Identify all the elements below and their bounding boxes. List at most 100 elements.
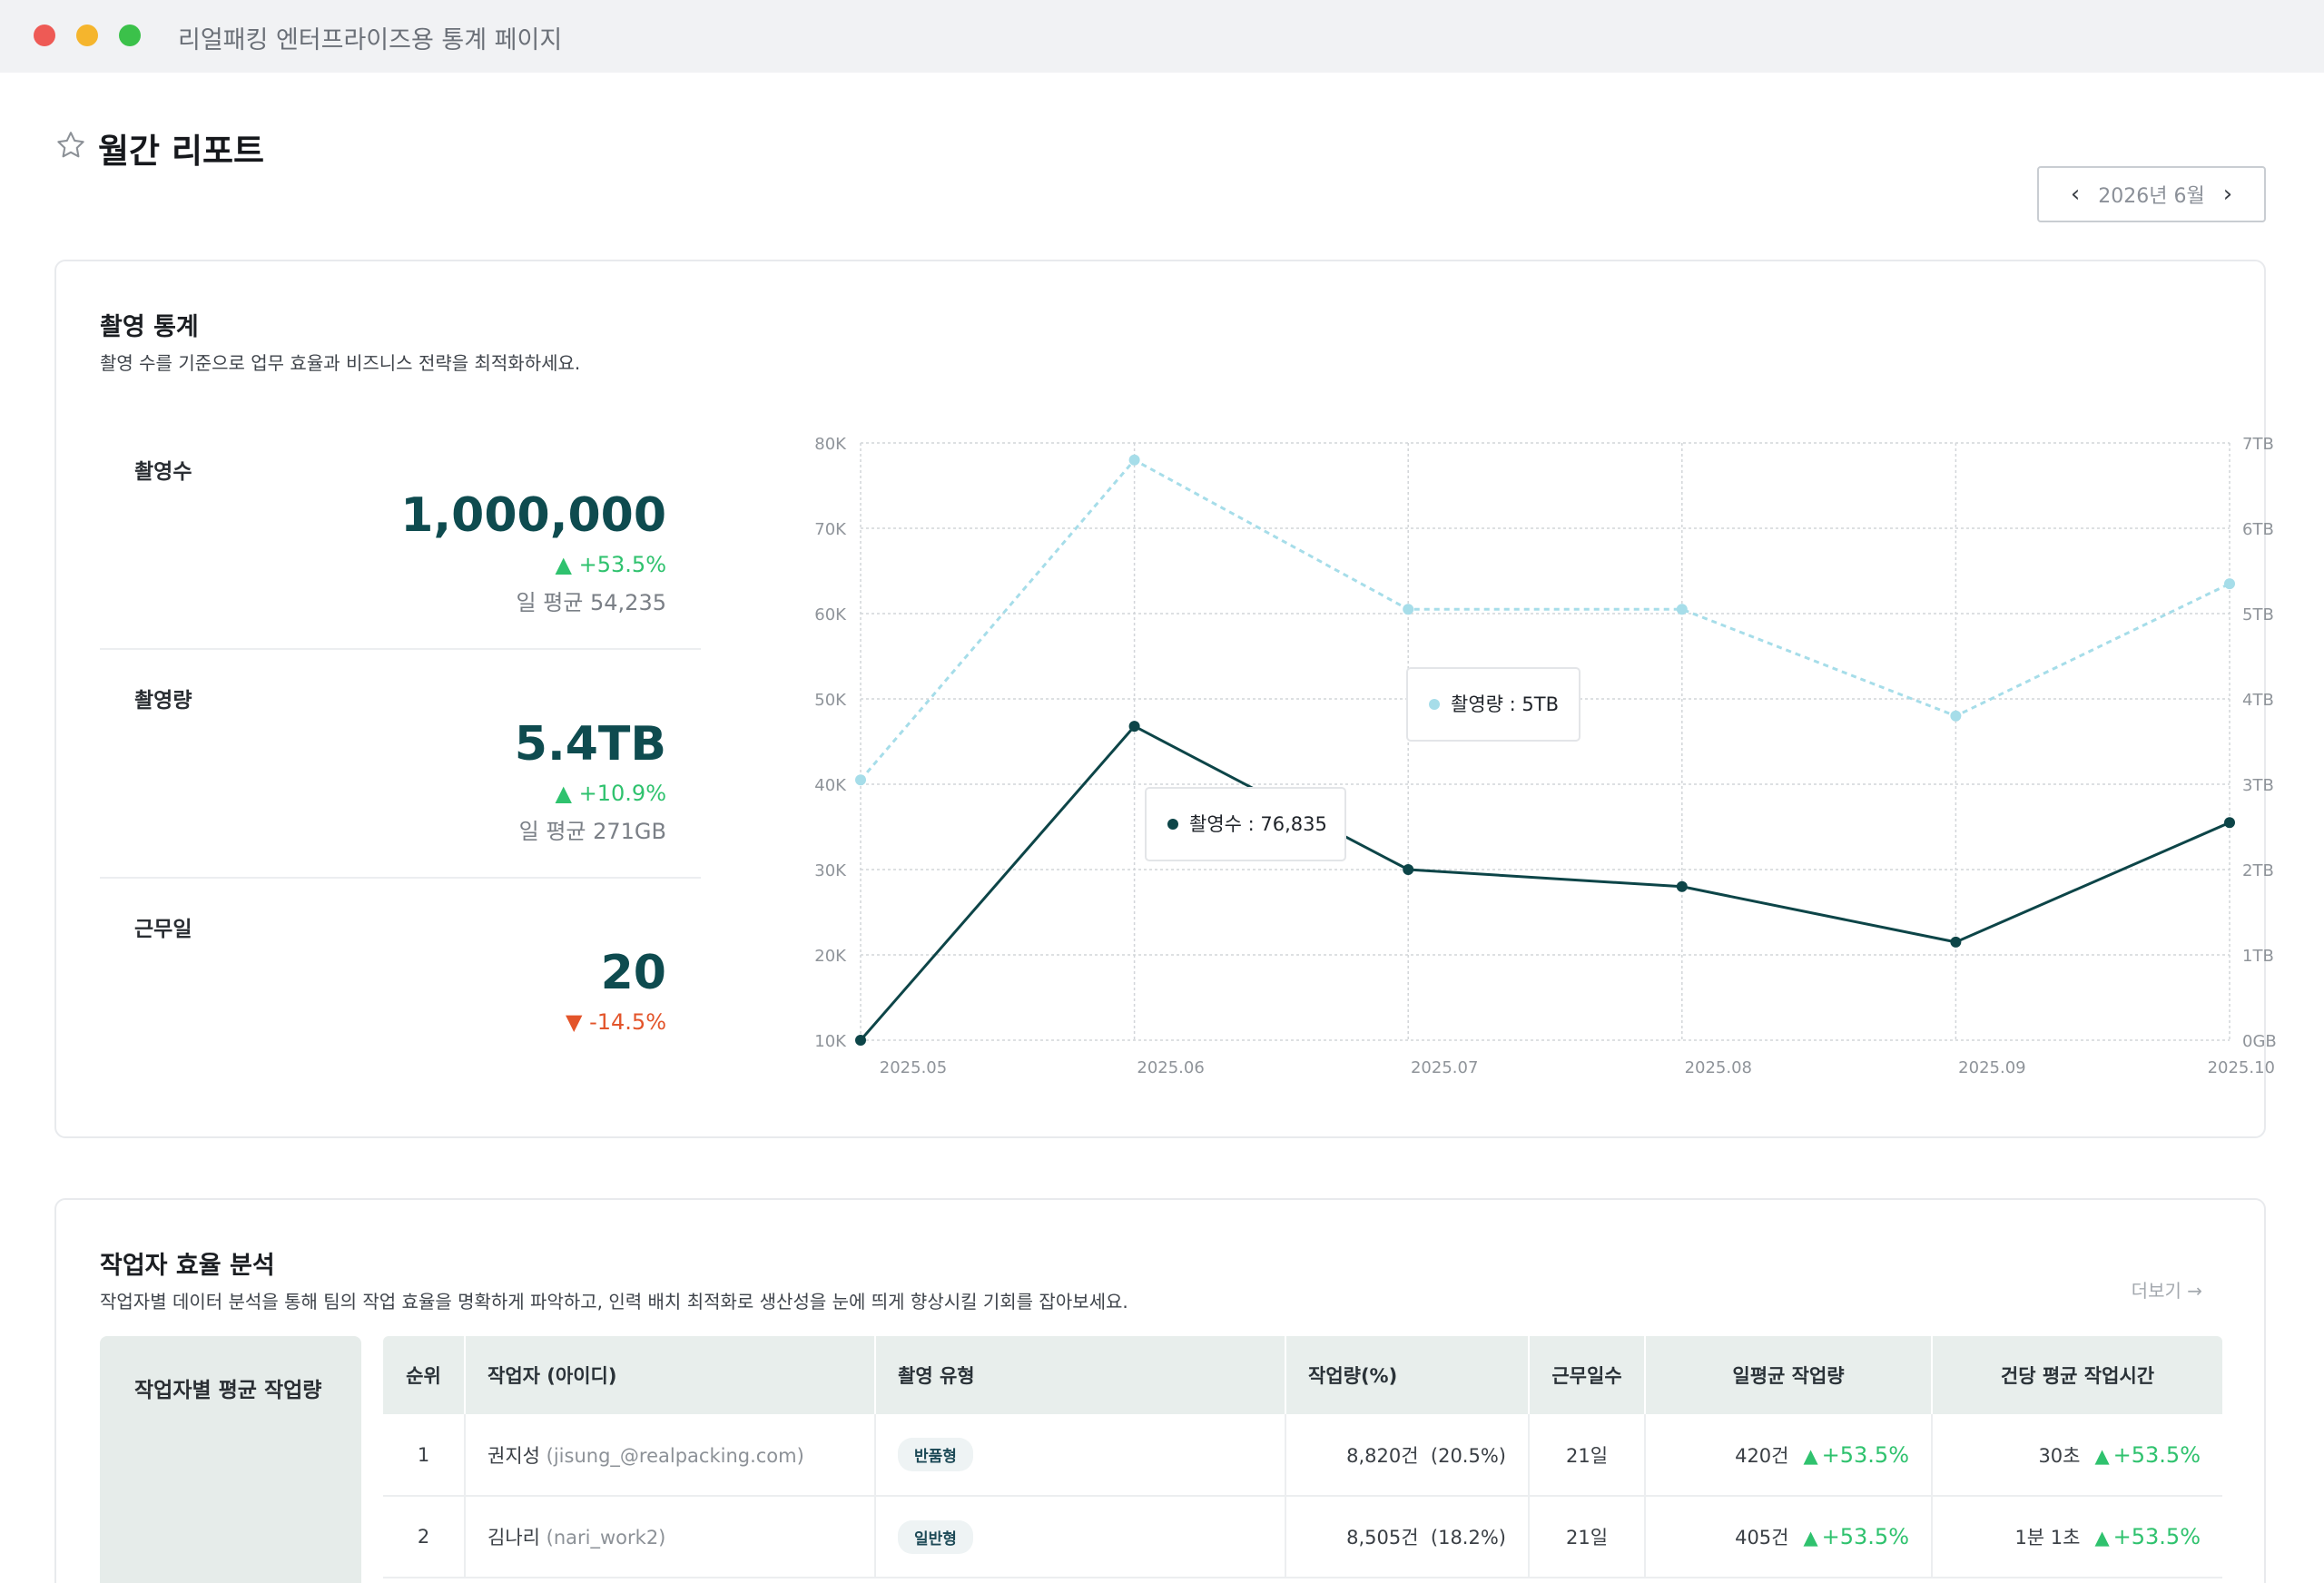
stat-label: 근무일 <box>134 918 192 941</box>
worker-average-panel: 작업자별 평균 작업량 <box>100 1336 361 1583</box>
tooltip-shots-dot <box>1167 819 1178 830</box>
y-right-tick-label: 6TB <box>2242 520 2274 539</box>
y-right-tick-label: 4TB <box>2242 691 2274 710</box>
type-cell: 일반형 <box>874 1496 1285 1578</box>
stat-daily-average: 일 평균 54,235 <box>516 590 666 615</box>
x-tick-label: 2025.10 <box>2208 1058 2275 1077</box>
stat-change: ▲ +53.5% <box>555 552 666 577</box>
up-triangle-icon: ▲ <box>1803 1444 1818 1467</box>
window-titlebar: 리얼패킹 엔터프라이즈용 통계 페이지 <box>0 0 2324 73</box>
y-left-tick-label: 30K <box>814 861 847 880</box>
daily-cell: 405건 ▲ +53.5% <box>1644 1496 1932 1578</box>
type-badge: 반품형 <box>898 1438 973 1471</box>
close-window-button[interactable] <box>34 25 55 46</box>
window-title: 리얼패킹 엔터프라이즈용 통계 페이지 <box>178 26 563 54</box>
data-point-shots <box>855 1035 866 1046</box>
x-tick-label: 2025.05 <box>880 1058 947 1077</box>
column-header-type[interactable]: 촬영 유형 <box>874 1336 1285 1414</box>
data-point-volume <box>1676 604 1688 615</box>
up-triangle-icon: ▲ <box>2094 1444 2110 1467</box>
y-left-tick-label: 50K <box>814 691 847 710</box>
data-point-shots <box>1403 864 1414 875</box>
series-line-shots <box>859 724 2230 1041</box>
column-header-worker[interactable]: 작업자 (아이디) <box>464 1336 875 1414</box>
worker-analysis-card: 작업자 효율 분석 작업자별 데이터 분석을 통해 팀의 작업 효율을 명확하게… <box>54 1198 2266 1583</box>
rank-cell: 1 <box>383 1414 465 1497</box>
worker-name: 김나리 <box>487 1527 540 1549</box>
days-cell: 21일 <box>1528 1414 1645 1497</box>
x-tick-label: 2025.08 <box>1685 1058 1752 1077</box>
data-point-volume <box>1128 454 1140 466</box>
y-right-tick-label: 7TB <box>2242 435 2274 454</box>
y-left-tick-label: 40K <box>814 776 847 795</box>
daily-cell: 420건 ▲ +53.5% <box>1644 1414 1932 1497</box>
worker-cell: 김나리 (nari_work2) <box>464 1496 875 1578</box>
down-triangle-icon: ▼ <box>566 1009 590 1035</box>
y-left-tick-label: 10K <box>814 1032 847 1051</box>
worker-average-label: 작업자별 평균 작업량 <box>134 1379 322 1402</box>
type-badge: 일반형 <box>898 1519 973 1554</box>
shoot-stats-card: 촬영 통계 촬영 수를 기준으로 업무 효율과 비즈니스 전략을 최적화하세요.… <box>54 260 2277 1138</box>
column-header-rank[interactable]: 순위 <box>383 1336 465 1414</box>
worker-analysis-title: 작업자 효율 분석 <box>100 1252 275 1280</box>
month-selector: ‹ 2026년 6월 › <box>2037 166 2266 222</box>
column-header-daily[interactable]: 일평균 작업량 <box>1644 1336 1932 1414</box>
stat-value: 5.4TB <box>514 717 666 772</box>
maximize-window-button[interactable] <box>119 25 141 46</box>
x-tick-label: 2025.06 <box>1137 1058 1204 1077</box>
more-link[interactable]: 더보기 → <box>2131 1280 2202 1302</box>
y-left-tick-label: 80K <box>814 435 847 454</box>
y-left-tick-label: 70K <box>814 520 847 539</box>
days-cell: 21일 <box>1528 1496 1645 1578</box>
up-triangle-icon: ▲ <box>1803 1527 1818 1549</box>
table-row[interactable]: 2 김나리 (nari_work2) 일반형 8,505건 (18.2%) 21… <box>383 1496 2222 1578</box>
type-cell: 반품형 <box>874 1414 1285 1497</box>
shoot-line-chart: 80K 7TB 70K 6TB 60K 5TB 50K 4TB 40K 3TB 30K 2TB 20K 1… <box>814 435 2277 1077</box>
data-point-volume <box>1403 604 1414 615</box>
per-item-cell: 30초 ▲ +53.5% <box>1931 1414 2222 1497</box>
tooltip-shots-box <box>1145 787 1346 861</box>
prev-month-chevron-icon[interactable]: ‹ <box>2070 181 2081 208</box>
stat-change: ▲ +10.9% <box>555 781 666 806</box>
next-month-chevron-icon[interactable]: › <box>2222 181 2233 208</box>
y-right-tick-label: 1TB <box>2242 947 2274 966</box>
rank-cell: 2 <box>383 1496 465 1578</box>
tooltip-volume-text: 촬영량 : 5TB <box>1451 693 1559 715</box>
star-icon[interactable] <box>54 129 87 162</box>
up-triangle-icon: ▲ <box>555 552 579 577</box>
data-point-shots <box>1676 880 1688 892</box>
worker-analysis-description: 작업자별 데이터 분석을 통해 팀의 작업 효율을 명확하게 파악하고, 인력 … <box>100 1291 1128 1313</box>
table-row[interactable]: 1 권지성 (jisung_@realpacking.com) 반품형 8,82… <box>383 1414 2222 1497</box>
minimize-window-button[interactable] <box>76 25 98 46</box>
y-left-tick-label: 60K <box>814 605 847 624</box>
up-triangle-icon: ▲ <box>2094 1527 2110 1549</box>
y-right-tick-label: 3TB <box>2242 776 2274 795</box>
column-header-days[interactable]: 근무일수 <box>1528 1336 1645 1414</box>
data-point-shots <box>2224 817 2235 829</box>
x-tick-label: 2025.09 <box>1958 1058 2025 1077</box>
shoot-stats-description: 촬영 수를 기준으로 업무 효율과 비즈니스 전략을 최적화하세요. <box>100 352 581 374</box>
table-header-row: 순위 작업자 (아이디) 촬영 유형 작업량(%) 근무일수 일평균 작업량 건… <box>383 1336 2222 1414</box>
column-header-amount[interactable]: 작업량(%) <box>1285 1336 1529 1414</box>
amount-cell: 8,505건 (18.2%) <box>1285 1496 1529 1578</box>
stat-card-volume: 촬영량 5.4TB ▲ +10.9% 일 평균 271GB <box>100 650 701 879</box>
worker-id: (jisung_@realpacking.com) <box>546 1444 804 1467</box>
per-item-cell: 1분 1초 ▲ +53.5% <box>1931 1496 2222 1578</box>
data-point-volume <box>2224 578 2235 590</box>
y-right-tick-label: 5TB <box>2242 605 2274 624</box>
stat-label: 촬영량 <box>134 689 192 713</box>
stat-change: ▼ -14.5% <box>566 1009 666 1035</box>
stat-card-workdays: 근무일 20 ▼ -14.5% <box>100 879 701 1107</box>
column-header-per-item[interactable]: 건당 평균 작업시간 <box>1931 1336 2222 1414</box>
worker-cell: 권지성 (jisung_@realpacking.com) <box>464 1414 875 1497</box>
data-point-shots <box>1950 936 1962 948</box>
worker-name: 권지성 <box>487 1444 540 1467</box>
y-right-tick-label: 0GB <box>2242 1032 2277 1051</box>
stat-card-shots: 촬영수 1,000,000 ▲ +53.5% 일 평균 54,235 <box>100 421 701 650</box>
data-point-volume <box>855 774 866 786</box>
x-tick-label: 2025.07 <box>1411 1058 1478 1077</box>
stat-value: 1,000,000 <box>400 488 666 543</box>
stat-daily-average: 일 평균 271GB <box>518 819 666 844</box>
amount-cell: 8,820건 (20.5%) <box>1285 1414 1529 1497</box>
month-label: 2026년 6월 <box>2098 185 2205 208</box>
